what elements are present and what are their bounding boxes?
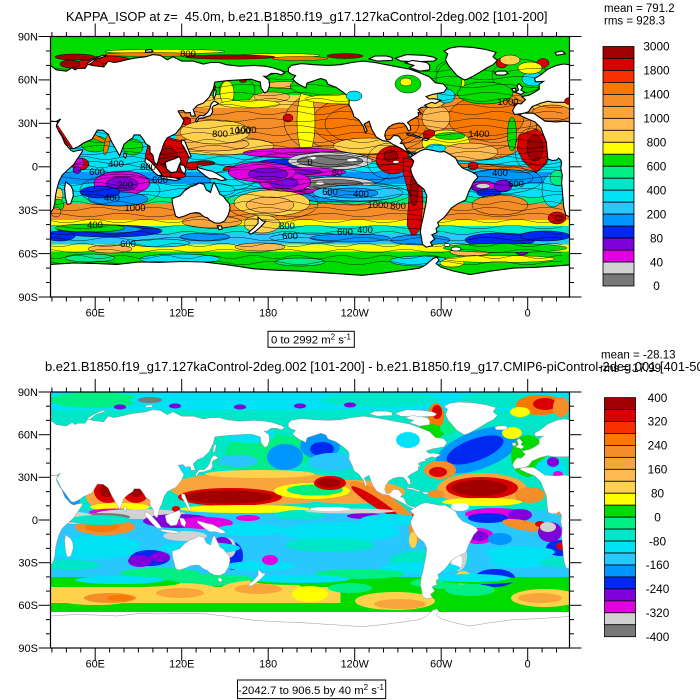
svg-text:80: 80 xyxy=(650,231,664,245)
svg-text:600: 600 xyxy=(152,175,168,186)
svg-text:200: 200 xyxy=(647,207,667,221)
svg-text:240: 240 xyxy=(648,439,668,453)
svg-text:90S: 90S xyxy=(18,292,38,304)
svg-text:60E: 60E xyxy=(86,659,105,671)
svg-text:60N: 60N xyxy=(18,75,38,87)
svg-text:40: 40 xyxy=(650,255,664,269)
svg-text:60W: 60W xyxy=(430,308,453,320)
svg-text:30N: 30N xyxy=(18,472,38,484)
svg-text:1400: 1400 xyxy=(468,129,489,140)
svg-text:0: 0 xyxy=(525,659,531,671)
svg-text:400: 400 xyxy=(108,159,124,170)
svg-text:-240: -240 xyxy=(646,582,670,596)
svg-text:3000: 3000 xyxy=(643,40,670,54)
svg-text:600: 600 xyxy=(89,167,105,178)
svg-text:120E: 120E xyxy=(169,659,194,671)
svg-text:60W: 60W xyxy=(430,659,453,671)
svg-text:800: 800 xyxy=(647,136,667,150)
svg-text:0: 0 xyxy=(32,515,38,527)
svg-text:400: 400 xyxy=(648,391,668,405)
svg-text:800: 800 xyxy=(279,221,295,232)
svg-text:600: 600 xyxy=(337,227,353,238)
svg-text:0: 0 xyxy=(653,279,660,293)
svg-text:400: 400 xyxy=(357,225,373,236)
svg-text:80: 80 xyxy=(332,168,343,179)
svg-text:800: 800 xyxy=(212,129,228,140)
svg-text:60E: 60E xyxy=(86,308,105,320)
svg-text:0 to 2992 m2 s-1: 0 to 2992 m2 s-1 xyxy=(271,333,352,347)
svg-text:-80: -80 xyxy=(649,534,666,548)
svg-text:400: 400 xyxy=(104,193,120,204)
svg-text:180: 180 xyxy=(259,308,277,320)
svg-text:30S: 30S xyxy=(18,557,38,569)
svg-text:160: 160 xyxy=(648,463,668,477)
svg-text:-160: -160 xyxy=(646,558,670,572)
svg-text:400: 400 xyxy=(647,183,667,197)
svg-text:120W: 120W xyxy=(341,659,370,671)
svg-text:320: 320 xyxy=(648,415,668,429)
svg-text:60S: 60S xyxy=(18,600,38,612)
svg-text:0: 0 xyxy=(32,162,38,174)
svg-text:30S: 30S xyxy=(18,205,38,217)
svg-text:1000: 1000 xyxy=(367,200,388,211)
svg-text:0: 0 xyxy=(307,157,312,168)
svg-text:800: 800 xyxy=(140,162,156,173)
svg-text:400: 400 xyxy=(492,168,508,179)
svg-text:800: 800 xyxy=(390,201,406,212)
svg-text:180: 180 xyxy=(259,659,277,671)
svg-text:600: 600 xyxy=(322,187,338,198)
svg-text:800: 800 xyxy=(180,49,196,60)
svg-text:400: 400 xyxy=(353,189,369,200)
svg-text:rms = 17.99: rms = 17.99 xyxy=(600,363,661,375)
svg-text:90S: 90S xyxy=(18,643,38,655)
svg-text:1800: 1800 xyxy=(643,64,670,78)
svg-text:KAPPA_ISOP at z= 45.0m, b.e21: KAPPA_ISOP at z= 45.0m, b.e21.B1850.f19_… xyxy=(66,9,547,24)
svg-text:600: 600 xyxy=(647,159,667,173)
svg-text:1000: 1000 xyxy=(124,203,145,214)
svg-text:-2042.7 to 906.5 by 40 m2 s-1: -2042.7 to 906.5 by 40 m2 s-1 xyxy=(238,683,385,697)
svg-text:0: 0 xyxy=(525,308,531,320)
svg-text:-320: -320 xyxy=(646,606,670,620)
svg-text:60N: 60N xyxy=(18,429,38,441)
svg-text:400: 400 xyxy=(87,220,103,231)
svg-text:1000: 1000 xyxy=(643,112,670,126)
svg-text:600: 600 xyxy=(282,231,298,242)
svg-text:90N: 90N xyxy=(18,387,38,399)
svg-text:60S: 60S xyxy=(18,248,38,260)
svg-text:rms = 928.3: rms = 928.3 xyxy=(604,16,665,28)
svg-text:-400: -400 xyxy=(646,630,670,644)
svg-text:1000: 1000 xyxy=(235,125,256,136)
svg-text:0: 0 xyxy=(654,510,661,524)
svg-text:1000: 1000 xyxy=(229,126,250,137)
svg-text:120W: 120W xyxy=(341,308,370,320)
svg-text:120E: 120E xyxy=(169,308,194,320)
svg-text:600: 600 xyxy=(508,179,524,190)
svg-text:600: 600 xyxy=(120,239,136,250)
svg-text:90N: 90N xyxy=(18,31,38,43)
svg-text:mean = -28.13: mean = -28.13 xyxy=(601,350,675,362)
svg-text:mean = 791.2: mean = 791.2 xyxy=(604,3,675,15)
svg-text:80: 80 xyxy=(651,486,665,500)
svg-text:200: 200 xyxy=(117,180,133,191)
svg-text:30N: 30N xyxy=(18,118,38,130)
svg-text:b.e21.B1850.f19_g17.127kaContr: b.e21.B1850.f19_g17.127kaControl-2deg.00… xyxy=(45,359,700,374)
svg-text:1000: 1000 xyxy=(497,97,518,108)
svg-text:1400: 1400 xyxy=(643,88,670,102)
